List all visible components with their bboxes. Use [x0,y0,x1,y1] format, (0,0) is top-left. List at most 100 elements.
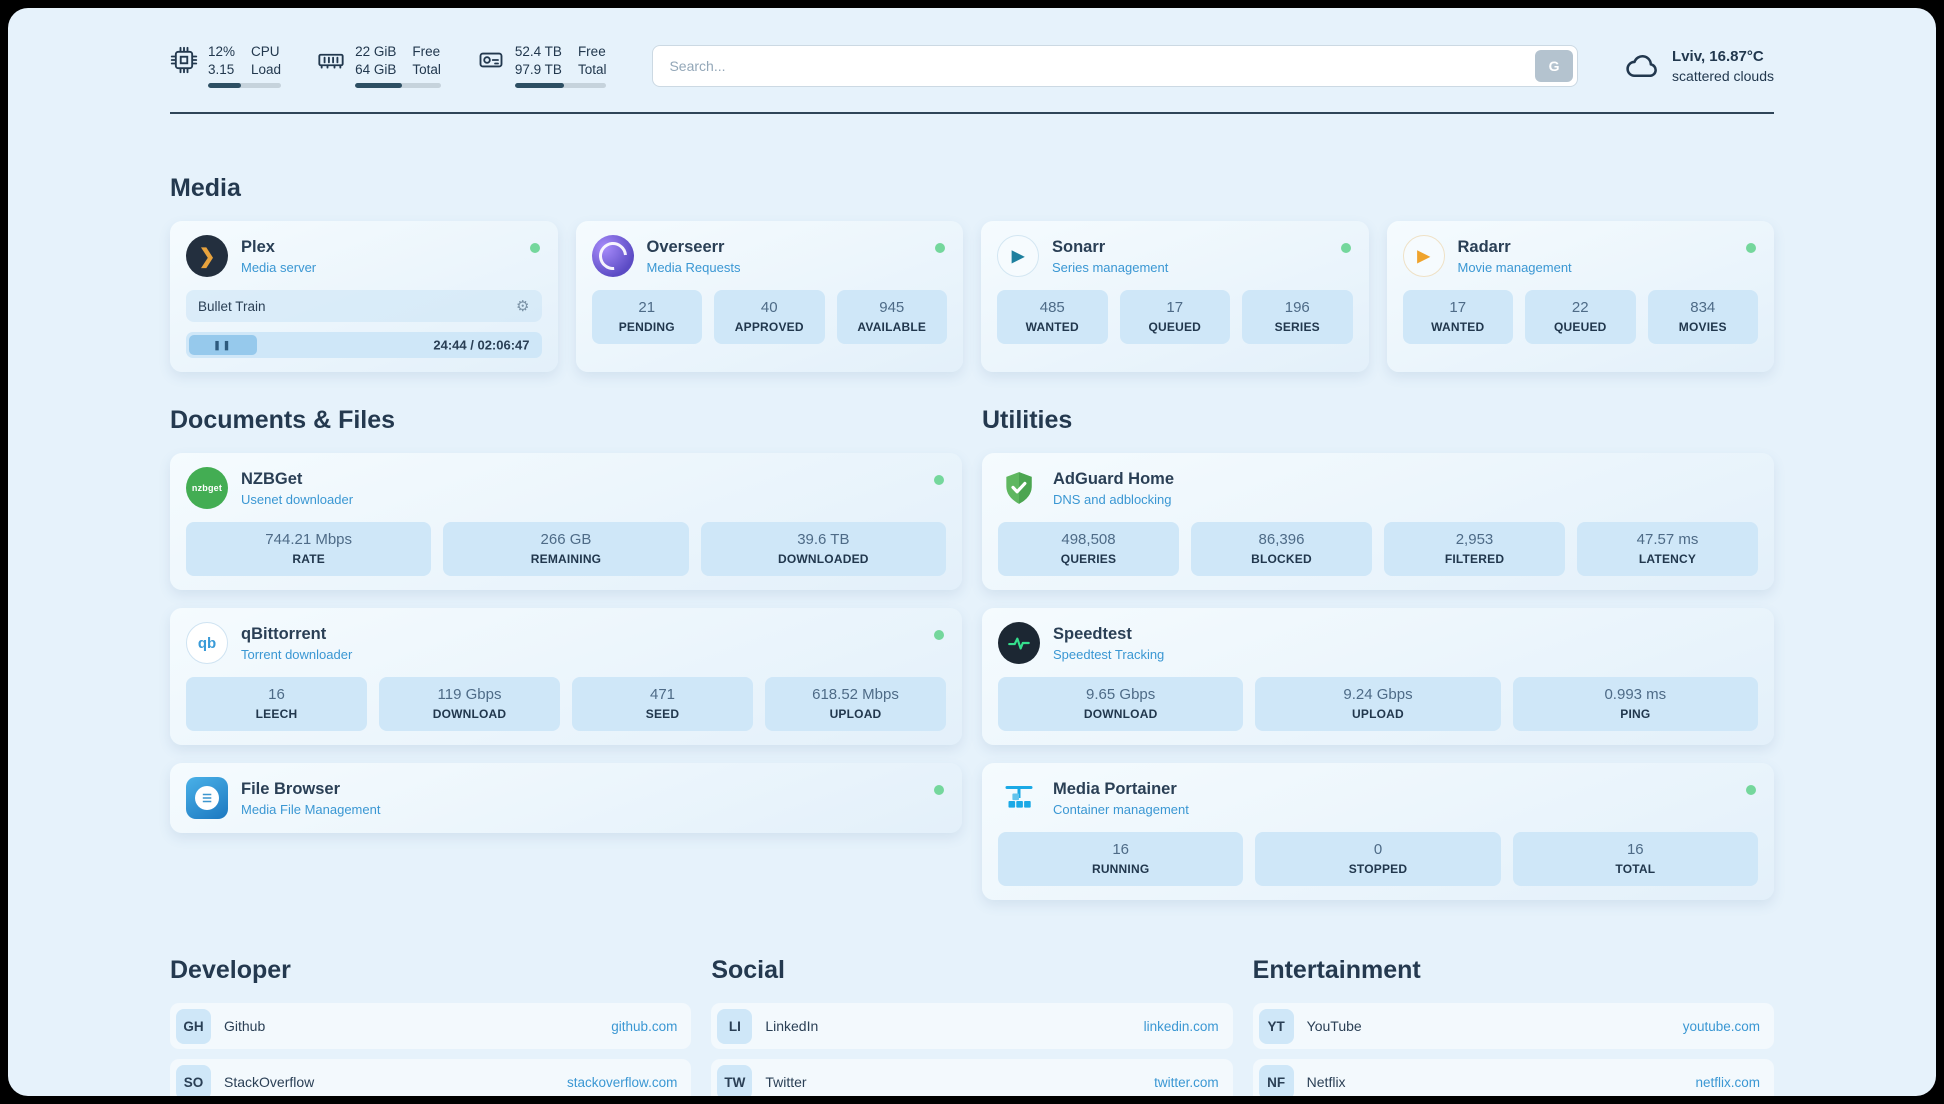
app-card-adguard[interactable]: AdGuard Home DNS and adblocking 498,508 … [982,453,1774,590]
free-label: Free [412,44,441,59]
status-dot [529,243,540,253]
app-name: Overseerr [646,237,725,256]
stat-tiles: 744.21 Mbps RATE 266 GB REMAINING 39.6 T… [186,522,946,576]
app-card-radarr[interactable]: ▶ Radarr Movie management 17 WANTED [1386,221,1774,372]
app-meta: qBittorrent Torrent downloader [241,625,352,662]
stat-tiles: 9.65 Gbps DOWNLOAD 9.24 Gbps UPLOAD 0.99… [998,677,1758,731]
status-dot [1746,785,1756,795]
disk-free-value: 52.4 TB [514,44,562,59]
app-subtitle: Speedtest Tracking [1053,646,1165,662]
app-card-nzbget[interactable]: nzbget NZBGet Usenet downloader 744.21 M… [170,453,962,590]
stackoverflow-icon: SO [176,1064,211,1096]
stat-tile: 39.6 TB DOWNLOADED [700,522,946,576]
overseerr-icon [591,235,634,277]
cpu-load-value: 3.15 [208,62,235,77]
cpu-usage-value: 12% [208,44,236,59]
app-card-filebrowser[interactable]: ☰ File Browser Media File Management [170,763,962,833]
weather-text: Lviv, 16.87°C scattered clouds [1672,48,1774,84]
filebrowser-icon-inner: ☰ [195,786,219,810]
plex-icon: ❯ [186,235,228,277]
stat-tiles: 16 RUNNING 0 STOPPED 16 TOTAL [998,832,1758,886]
stat-tile: 21 PENDING [591,290,702,344]
app-meta: File Browser Media File Management [241,780,380,817]
stat-tile: 744.21 Mbps RATE [186,522,432,576]
stat-tile: 618.52 Mbps UPLOAD [765,677,946,731]
cloud-icon [1626,55,1657,78]
app-card-qbittorrent[interactable]: qb qBittorrent Torrent downloader 16 LEE… [170,608,962,745]
linkedin-icon: LI [717,1008,753,1044]
stat-tile: 9.65 Gbps DOWNLOAD [998,677,1244,731]
section-title-media: Media [170,174,241,202]
bookmark-linkedin[interactable]: LI LinkedIn linkedin.com [711,1003,1233,1049]
total-label: Total [577,62,607,77]
app-subtitle: Media Requests [646,259,741,275]
app-subtitle: Media File Management [241,801,381,817]
stat-tile: 17 QUEUED [1119,290,1230,344]
top-bar: 12% 3.15 CPU Load [170,44,1774,88]
app-card-speedtest[interactable]: Speedtest Speedtest Tracking 9.65 Gbps D… [982,608,1774,745]
app-card-overseerr[interactable]: Overseerr Media Requests 21 PENDING 40 A… [575,221,963,372]
disk-total-value: 97.9 TB [514,62,562,77]
stat-tile: 119 Gbps DOWNLOAD [379,677,560,731]
stat-tiles: 498,508 QUERIES 86,396 BLOCKED 2,953 FIL… [998,522,1758,576]
section-title-developer: Developer [170,956,291,984]
bookmark-twitter[interactable]: TW Twitter twitter.com [711,1059,1233,1096]
app-subtitle: Usenet downloader [241,491,354,507]
youtube-icon: YT [1258,1008,1294,1044]
netflix-icon: NF [1258,1064,1294,1096]
cpu-monitor-body: 12% 3.15 CPU Load [208,44,282,88]
gear-icon[interactable]: ⚙ [516,298,530,315]
playback-progress-bar[interactable]: ❚❚ 24:44 / 02:06:47 [186,332,542,358]
speedtest-icon [998,622,1040,664]
stat-tile: 498,508 QUERIES [998,522,1179,576]
app-subtitle: Series management [1052,259,1169,275]
disk-monitor: 52.4 TB 97.9 TB Free Total [477,44,607,88]
section-title-social: Social [711,956,785,984]
search-input[interactable] [652,45,1579,87]
stat-tile: 47.57 ms LATENCY [1577,522,1758,576]
now-playing-row: Bullet Train ⚙ [186,290,542,322]
playback-progress-fill: ❚❚ [189,335,257,355]
section-media: Media ❯ Plex Media server Bullet Train [170,174,1774,372]
stat-tile: 16 RUNNING [998,832,1244,886]
app-meta: NZBGet Usenet downloader [241,470,353,507]
app-name: Speedtest [1053,624,1132,643]
qbittorrent-icon: qb [186,622,228,664]
google-search-button[interactable]: G [1535,50,1574,82]
stat-tile: 0.993 ms PING [1512,677,1758,731]
app-name: Plex [241,237,275,256]
stat-tile: 485 WANTED [997,290,1108,344]
app-name: NZBGet [241,469,303,488]
ram-icon [318,53,344,69]
app-subtitle: Container management [1053,801,1189,817]
bookmark-stackoverflow[interactable]: SO StackOverflow stackoverflow.com [170,1059,692,1096]
bookmark-netflix[interactable]: NF Netflix netflix.com [1252,1059,1774,1096]
app-card-portainer[interactable]: Media Portainer Container management 16 … [982,763,1774,900]
app-card-sonarr[interactable]: ▶ Sonarr Series management 485 WANTED [981,221,1369,372]
nzbget-icon: nzbget [186,467,228,509]
app-card-plex[interactable]: ❯ Plex Media server Bullet Train ⚙ ❚❚ [170,221,558,372]
stat-tile: 834 MOVIES [1647,290,1758,344]
disk-progress-bar [514,83,607,88]
section-documents: Documents & Files nzbget NZBGet Usenet d… [170,406,962,833]
stat-tiles: 17 WANTED 22 QUEUED 834 MOVIES [1402,290,1758,344]
weather-widget: Lviv, 16.87°C scattered clouds [1624,48,1774,84]
app-meta: Media Portainer Container management [1053,780,1189,817]
app-meta: AdGuard Home DNS and adblocking [1053,470,1174,507]
bookmark-github[interactable]: GH Github github.com [170,1003,692,1049]
load-label: Load [251,62,282,77]
app-subtitle: Media server [241,259,317,275]
app-name: Sonarr [1052,237,1106,256]
app-name: Radarr [1457,237,1511,256]
cpu-progress-fill [208,83,241,88]
app-meta: Overseerr Media Requests [647,238,741,275]
stat-tiles: 485 WANTED 17 QUEUED 196 SERIES [997,290,1353,344]
media-card-grid: ❯ Plex Media server Bullet Train ⚙ ❚❚ [170,221,1774,372]
stat-tile: 17 WANTED [1402,290,1513,344]
ram-monitor: 22 GiB 64 GiB Free Total [317,44,441,88]
bookmark-youtube[interactable]: YT YouTube youtube.com [1252,1003,1774,1049]
bookmark-group-social: Social LI LinkedIn linkedin.com TW Twitt… [711,956,1233,1096]
app-name: Media Portainer [1053,779,1177,798]
pause-icon[interactable]: ❚❚ [213,339,233,350]
app-meta: Radarr Movie management [1458,238,1572,275]
